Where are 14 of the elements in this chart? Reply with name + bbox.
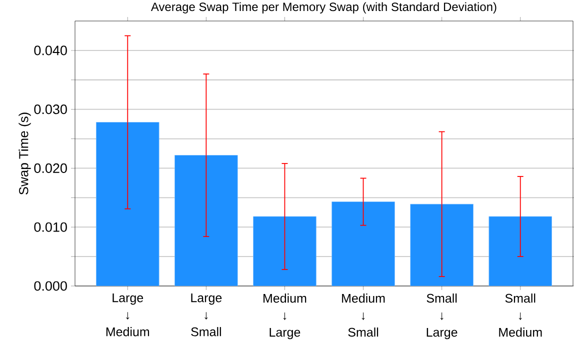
chart-title: Average Swap Time per Memory Swap (with Standard Deviation) [150, 2, 496, 14]
x-tick-label: Medium ↓ Large [264, 294, 306, 340]
y-tick-label: 0.010 [34, 222, 67, 232]
bar [332, 202, 395, 286]
x-tick-label: Large ↓ Medium [106, 294, 150, 336]
y-tick-label: 0.030 [34, 104, 67, 114]
x-tick-label: Small ↓ Medium [499, 294, 542, 337]
y-tick-label: 0.000 [34, 281, 67, 291]
y-axis-title: Swap Time (s) [18, 112, 31, 195]
y-tick-label: 0.040 [34, 46, 67, 56]
y-tick-label: 0.020 [34, 163, 67, 173]
x-tick-label: Small ↓ Large [426, 294, 458, 340]
x-tick-label: Large ↓ Small [191, 294, 222, 336]
x-tick-label: Medium ↓ Small [342, 294, 385, 337]
